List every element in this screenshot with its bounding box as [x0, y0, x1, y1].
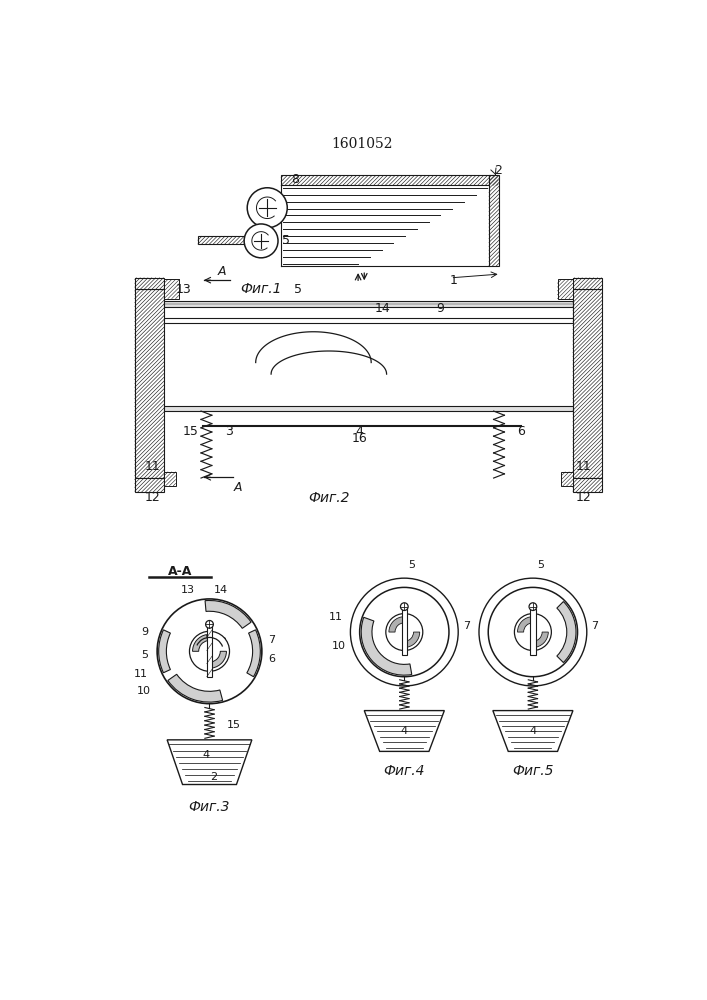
- Text: 11: 11: [144, 460, 160, 473]
- Wedge shape: [389, 617, 404, 632]
- Text: 15: 15: [183, 425, 199, 438]
- Text: Фиг.3: Фиг.3: [189, 800, 230, 814]
- Text: A: A: [217, 265, 226, 278]
- Text: 3: 3: [226, 425, 233, 438]
- Polygon shape: [167, 740, 252, 785]
- Circle shape: [157, 599, 262, 704]
- Circle shape: [189, 631, 230, 671]
- Bar: [164, 301, 573, 307]
- Wedge shape: [158, 630, 170, 673]
- Text: 14: 14: [214, 585, 228, 595]
- Text: 14: 14: [375, 302, 390, 315]
- Circle shape: [515, 614, 551, 651]
- Text: 1601052: 1601052: [331, 137, 392, 151]
- Text: 4: 4: [401, 726, 408, 736]
- Bar: [561, 472, 573, 486]
- Text: 9: 9: [436, 302, 445, 315]
- Wedge shape: [361, 617, 411, 675]
- Text: 13: 13: [181, 585, 195, 595]
- Text: A: A: [233, 481, 242, 494]
- Text: 2: 2: [210, 772, 217, 782]
- Bar: [135, 278, 164, 289]
- Text: 11: 11: [329, 612, 343, 622]
- Text: 8: 8: [291, 173, 299, 186]
- Bar: [207, 626, 212, 677]
- Bar: [281, 175, 498, 185]
- Wedge shape: [518, 617, 533, 632]
- Text: 5: 5: [409, 560, 416, 570]
- Text: 7: 7: [268, 635, 275, 645]
- Text: 12: 12: [575, 491, 591, 504]
- Bar: [573, 278, 602, 289]
- Text: 4: 4: [356, 425, 363, 438]
- Text: Фиг.2: Фиг.2: [308, 491, 349, 505]
- Text: Фиг.5: Фиг.5: [512, 764, 554, 778]
- Circle shape: [400, 603, 408, 610]
- Text: 5: 5: [294, 283, 302, 296]
- Circle shape: [206, 620, 214, 628]
- Polygon shape: [364, 711, 444, 751]
- Bar: [135, 289, 164, 478]
- Text: 1: 1: [450, 274, 457, 287]
- Text: Фиг.4: Фиг.4: [384, 764, 425, 778]
- Wedge shape: [247, 630, 260, 677]
- Circle shape: [247, 188, 287, 228]
- Wedge shape: [192, 635, 208, 651]
- Text: 12: 12: [144, 491, 160, 504]
- Text: 7: 7: [592, 621, 599, 631]
- Bar: [164, 472, 175, 486]
- Text: 10: 10: [137, 686, 151, 696]
- Text: 13: 13: [175, 283, 192, 296]
- Text: 11: 11: [575, 460, 591, 473]
- Text: 11: 11: [134, 669, 148, 679]
- Text: 5: 5: [141, 650, 148, 660]
- Wedge shape: [404, 632, 420, 647]
- Bar: [558, 279, 573, 299]
- Bar: [164, 406, 573, 411]
- Bar: [573, 478, 602, 492]
- Text: 4: 4: [202, 750, 209, 760]
- Bar: [198, 236, 264, 244]
- Bar: [135, 478, 164, 492]
- Text: 2: 2: [494, 164, 502, 177]
- Polygon shape: [493, 711, 573, 751]
- Text: 5: 5: [282, 234, 290, 247]
- Circle shape: [479, 578, 587, 686]
- Text: 4: 4: [530, 726, 537, 736]
- Circle shape: [360, 587, 449, 677]
- Text: 6: 6: [517, 425, 525, 438]
- Text: 15: 15: [226, 720, 240, 730]
- Text: 6: 6: [268, 654, 275, 664]
- Wedge shape: [557, 602, 576, 663]
- Bar: [489, 175, 499, 266]
- Circle shape: [529, 603, 537, 610]
- Bar: [164, 318, 573, 323]
- Circle shape: [386, 614, 423, 651]
- Wedge shape: [168, 674, 223, 702]
- Text: 10: 10: [332, 641, 346, 651]
- Wedge shape: [211, 651, 226, 668]
- Circle shape: [489, 587, 578, 677]
- Bar: [402, 609, 407, 655]
- Text: 7: 7: [463, 621, 470, 631]
- Bar: [573, 289, 602, 478]
- Bar: [164, 279, 180, 299]
- Text: 5: 5: [537, 560, 544, 570]
- Text: 3: 3: [218, 637, 226, 647]
- Bar: [530, 609, 536, 655]
- Text: Фиг.1: Фиг.1: [240, 282, 282, 296]
- Wedge shape: [205, 600, 251, 628]
- Circle shape: [351, 578, 458, 686]
- Wedge shape: [533, 632, 549, 647]
- Text: A-A: A-A: [168, 565, 192, 578]
- Text: 16: 16: [352, 432, 368, 445]
- Circle shape: [244, 224, 278, 258]
- Text: 9: 9: [141, 627, 148, 637]
